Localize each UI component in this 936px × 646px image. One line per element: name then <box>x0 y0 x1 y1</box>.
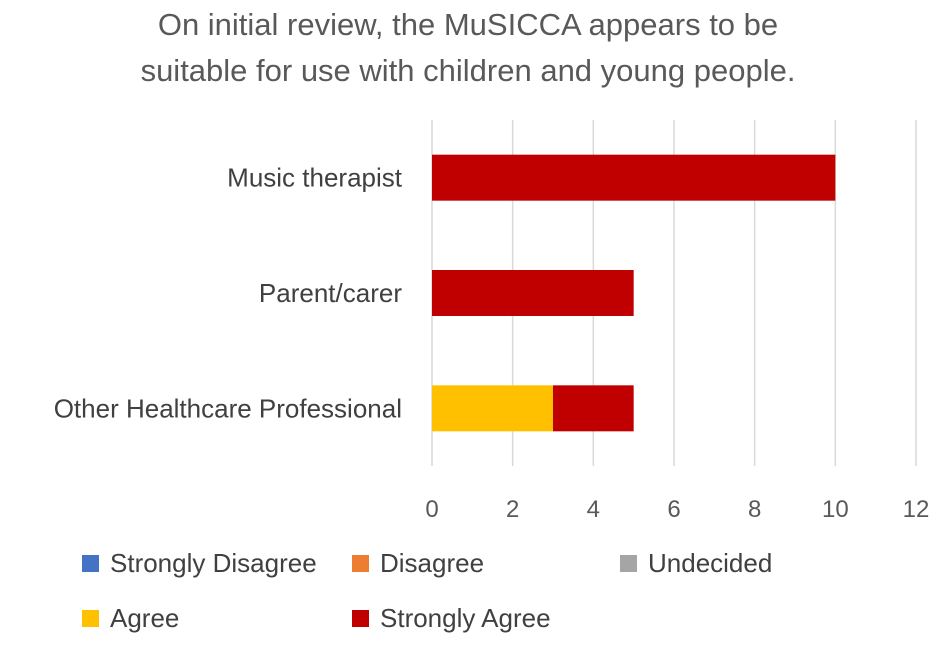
category-label: Parent/carer <box>259 278 402 308</box>
legend-label: Agree <box>110 603 179 633</box>
x-tick-label: 2 <box>506 496 519 523</box>
x-axis-tick-labels: 0 2 4 6 8 10 12 <box>425 496 929 523</box>
legend-label: Strongly Disagree <box>110 548 317 578</box>
legend-label: Strongly Agree <box>380 603 551 633</box>
legend-label: Undecided <box>648 548 772 578</box>
x-tick-label: 4 <box>587 496 600 523</box>
bar-segment-strongly-agree <box>553 385 634 432</box>
bars <box>432 154 836 432</box>
x-tick-label: 6 <box>667 496 680 523</box>
chart-title: On initial review, the MuSICCA appears t… <box>0 2 936 94</box>
x-tick-label: 8 <box>748 496 761 523</box>
bar-segment-strongly-agree <box>432 270 634 316</box>
chart-title-line-1: On initial review, the MuSICCA appears t… <box>157 7 779 42</box>
legend-swatch <box>82 555 99 572</box>
bar-segment-strongly-agree <box>432 154 836 201</box>
legend-swatch <box>352 610 369 627</box>
chart-title-line-2: suitable for use with children and young… <box>140 53 796 88</box>
category-labels: Music therapist Parent/carer Other Healthc… <box>54 163 403 424</box>
x-tick-label: 10 <box>822 496 849 523</box>
category-label: Other Healthcare Professional <box>54 393 402 423</box>
x-tick-label: 12 <box>903 496 930 523</box>
legend: Strongly Disagree Disagree Undecided Agree S… <box>82 548 772 633</box>
legend-label: Disagree <box>380 548 484 578</box>
legend-swatch <box>620 555 637 572</box>
category-label: Music therapist <box>227 163 403 193</box>
legend-swatch <box>82 610 99 627</box>
bar-segment-agree <box>432 385 553 432</box>
legend-swatch <box>352 555 369 572</box>
x-tick-label: 0 <box>425 496 438 523</box>
